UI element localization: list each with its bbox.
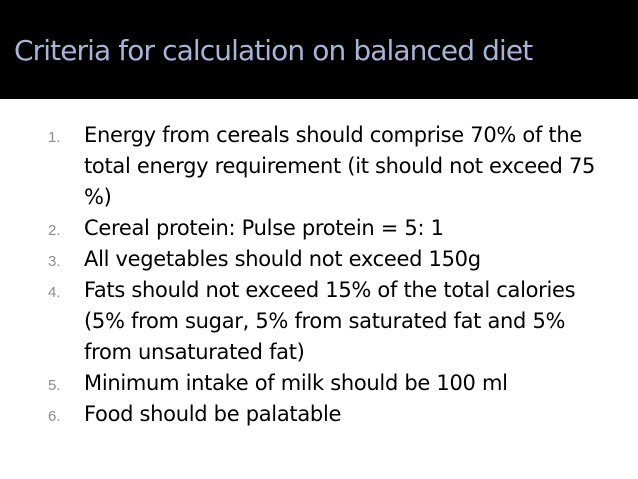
list-item-text: Minimum intake of milk should be 100 ml (84, 371, 508, 395)
list-item: 3. All vegetables should not exceed 150g (0, 244, 638, 275)
list-item-text: All vegetables should not exceed 150g (84, 247, 481, 271)
list-item-number: 1. (48, 129, 61, 146)
criteria-list: 1. Energy from cereals should comprise 7… (0, 120, 638, 430)
list-item-number: 6. (48, 408, 61, 425)
slide-title: Criteria for calculation on balanced die… (14, 34, 533, 67)
list-item: 6. Food should be palatable (0, 399, 638, 430)
list-item: 4. Fats should not exceed 15% of the tot… (0, 275, 638, 368)
list-item-number: 3. (48, 253, 61, 270)
list-item: 1. Energy from cereals should comprise 7… (0, 120, 638, 213)
list-item-text: Cereal protein: Pulse protein = 5: 1 (84, 216, 444, 240)
list-item-text: Fats should not exceed 15% of the total … (84, 278, 576, 364)
title-bar: Criteria for calculation on balanced die… (0, 0, 638, 99)
list-item: 2. Cereal protein: Pulse protein = 5: 1 (0, 213, 638, 244)
list-item: 5. Minimum intake of milk should be 100 … (0, 368, 638, 399)
list-item-number: 2. (48, 222, 61, 239)
list-item-number: 5. (48, 377, 61, 394)
list-item-text: Energy from cereals should comprise 70% … (84, 123, 596, 209)
list-item-text: Food should be palatable (84, 402, 342, 426)
list-item-number: 4. (48, 284, 61, 301)
